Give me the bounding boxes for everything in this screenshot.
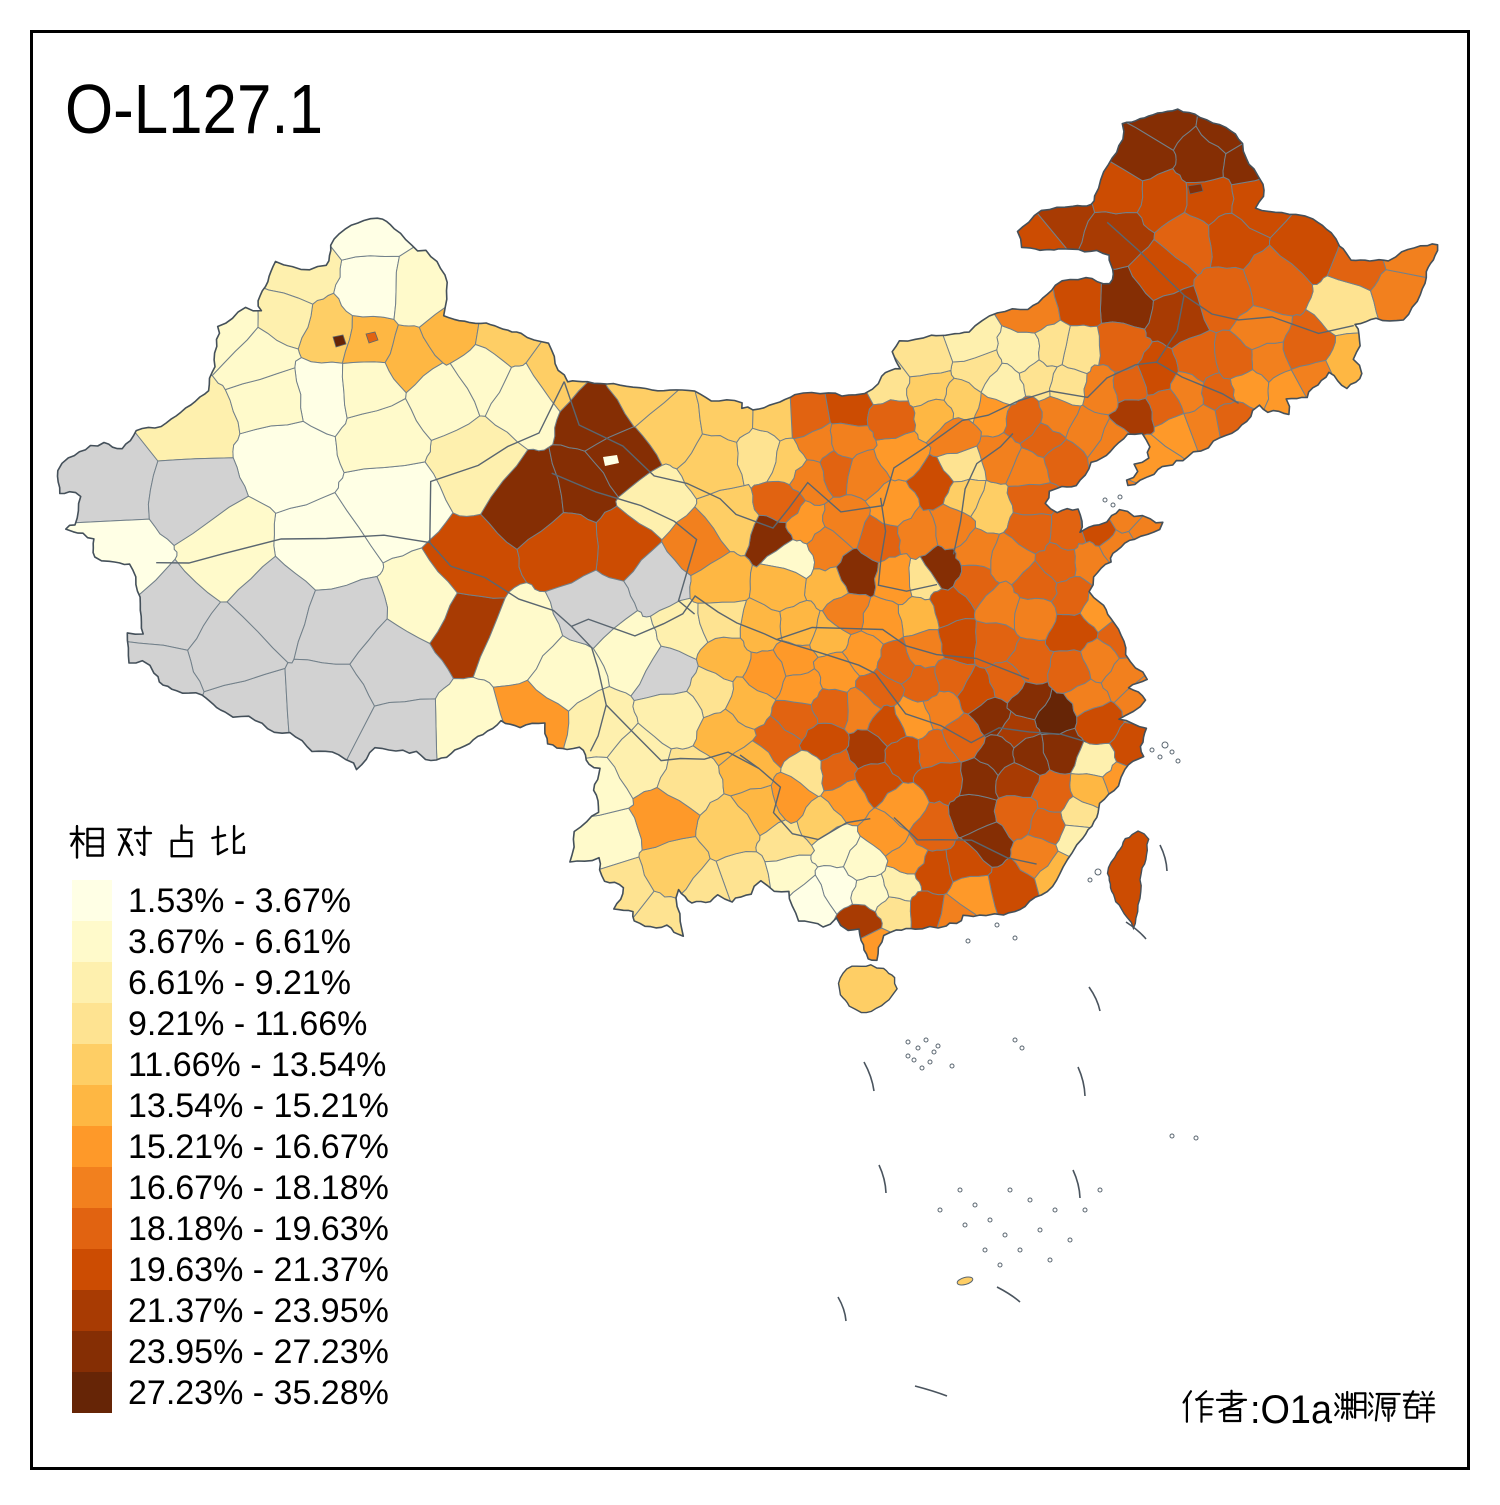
svg-text:1.53% - 3.67%: 1.53% - 3.67% <box>128 882 351 920</box>
svg-text:27.23% - 35.28%: 27.23% - 35.28% <box>128 1374 389 1412</box>
svg-text:6.61% - 9.21%: 6.61% - 9.21% <box>128 964 351 1002</box>
svg-text:21.37% - 23.95%: 21.37% - 23.95% <box>128 1292 389 1330</box>
svg-text:18.18% - 19.63%: 18.18% - 19.63% <box>128 1210 389 1248</box>
svg-text:3.67% - 6.61%: 3.67% - 6.61% <box>128 923 351 961</box>
svg-text:9.21% - 11.66%: 9.21% - 11.66% <box>128 1005 367 1043</box>
svg-text:16.67% - 18.18%: 16.67% - 18.18% <box>128 1169 389 1207</box>
svg-text:O-L127.1: O-L127.1 <box>65 70 323 148</box>
svg-text:19.63% - 21.37%: 19.63% - 21.37% <box>128 1251 389 1289</box>
svg-text:13.54% - 15.21%: 13.54% - 15.21% <box>128 1087 389 1125</box>
svg-text::O1a: :O1a <box>1250 1388 1333 1432</box>
svg-text:15.21% - 16.67%: 15.21% - 16.67% <box>128 1128 389 1166</box>
svg-text:11.66% - 13.54%: 11.66% - 13.54% <box>128 1046 386 1084</box>
svg-text:23.95% - 27.23%: 23.95% - 27.23% <box>128 1333 389 1371</box>
